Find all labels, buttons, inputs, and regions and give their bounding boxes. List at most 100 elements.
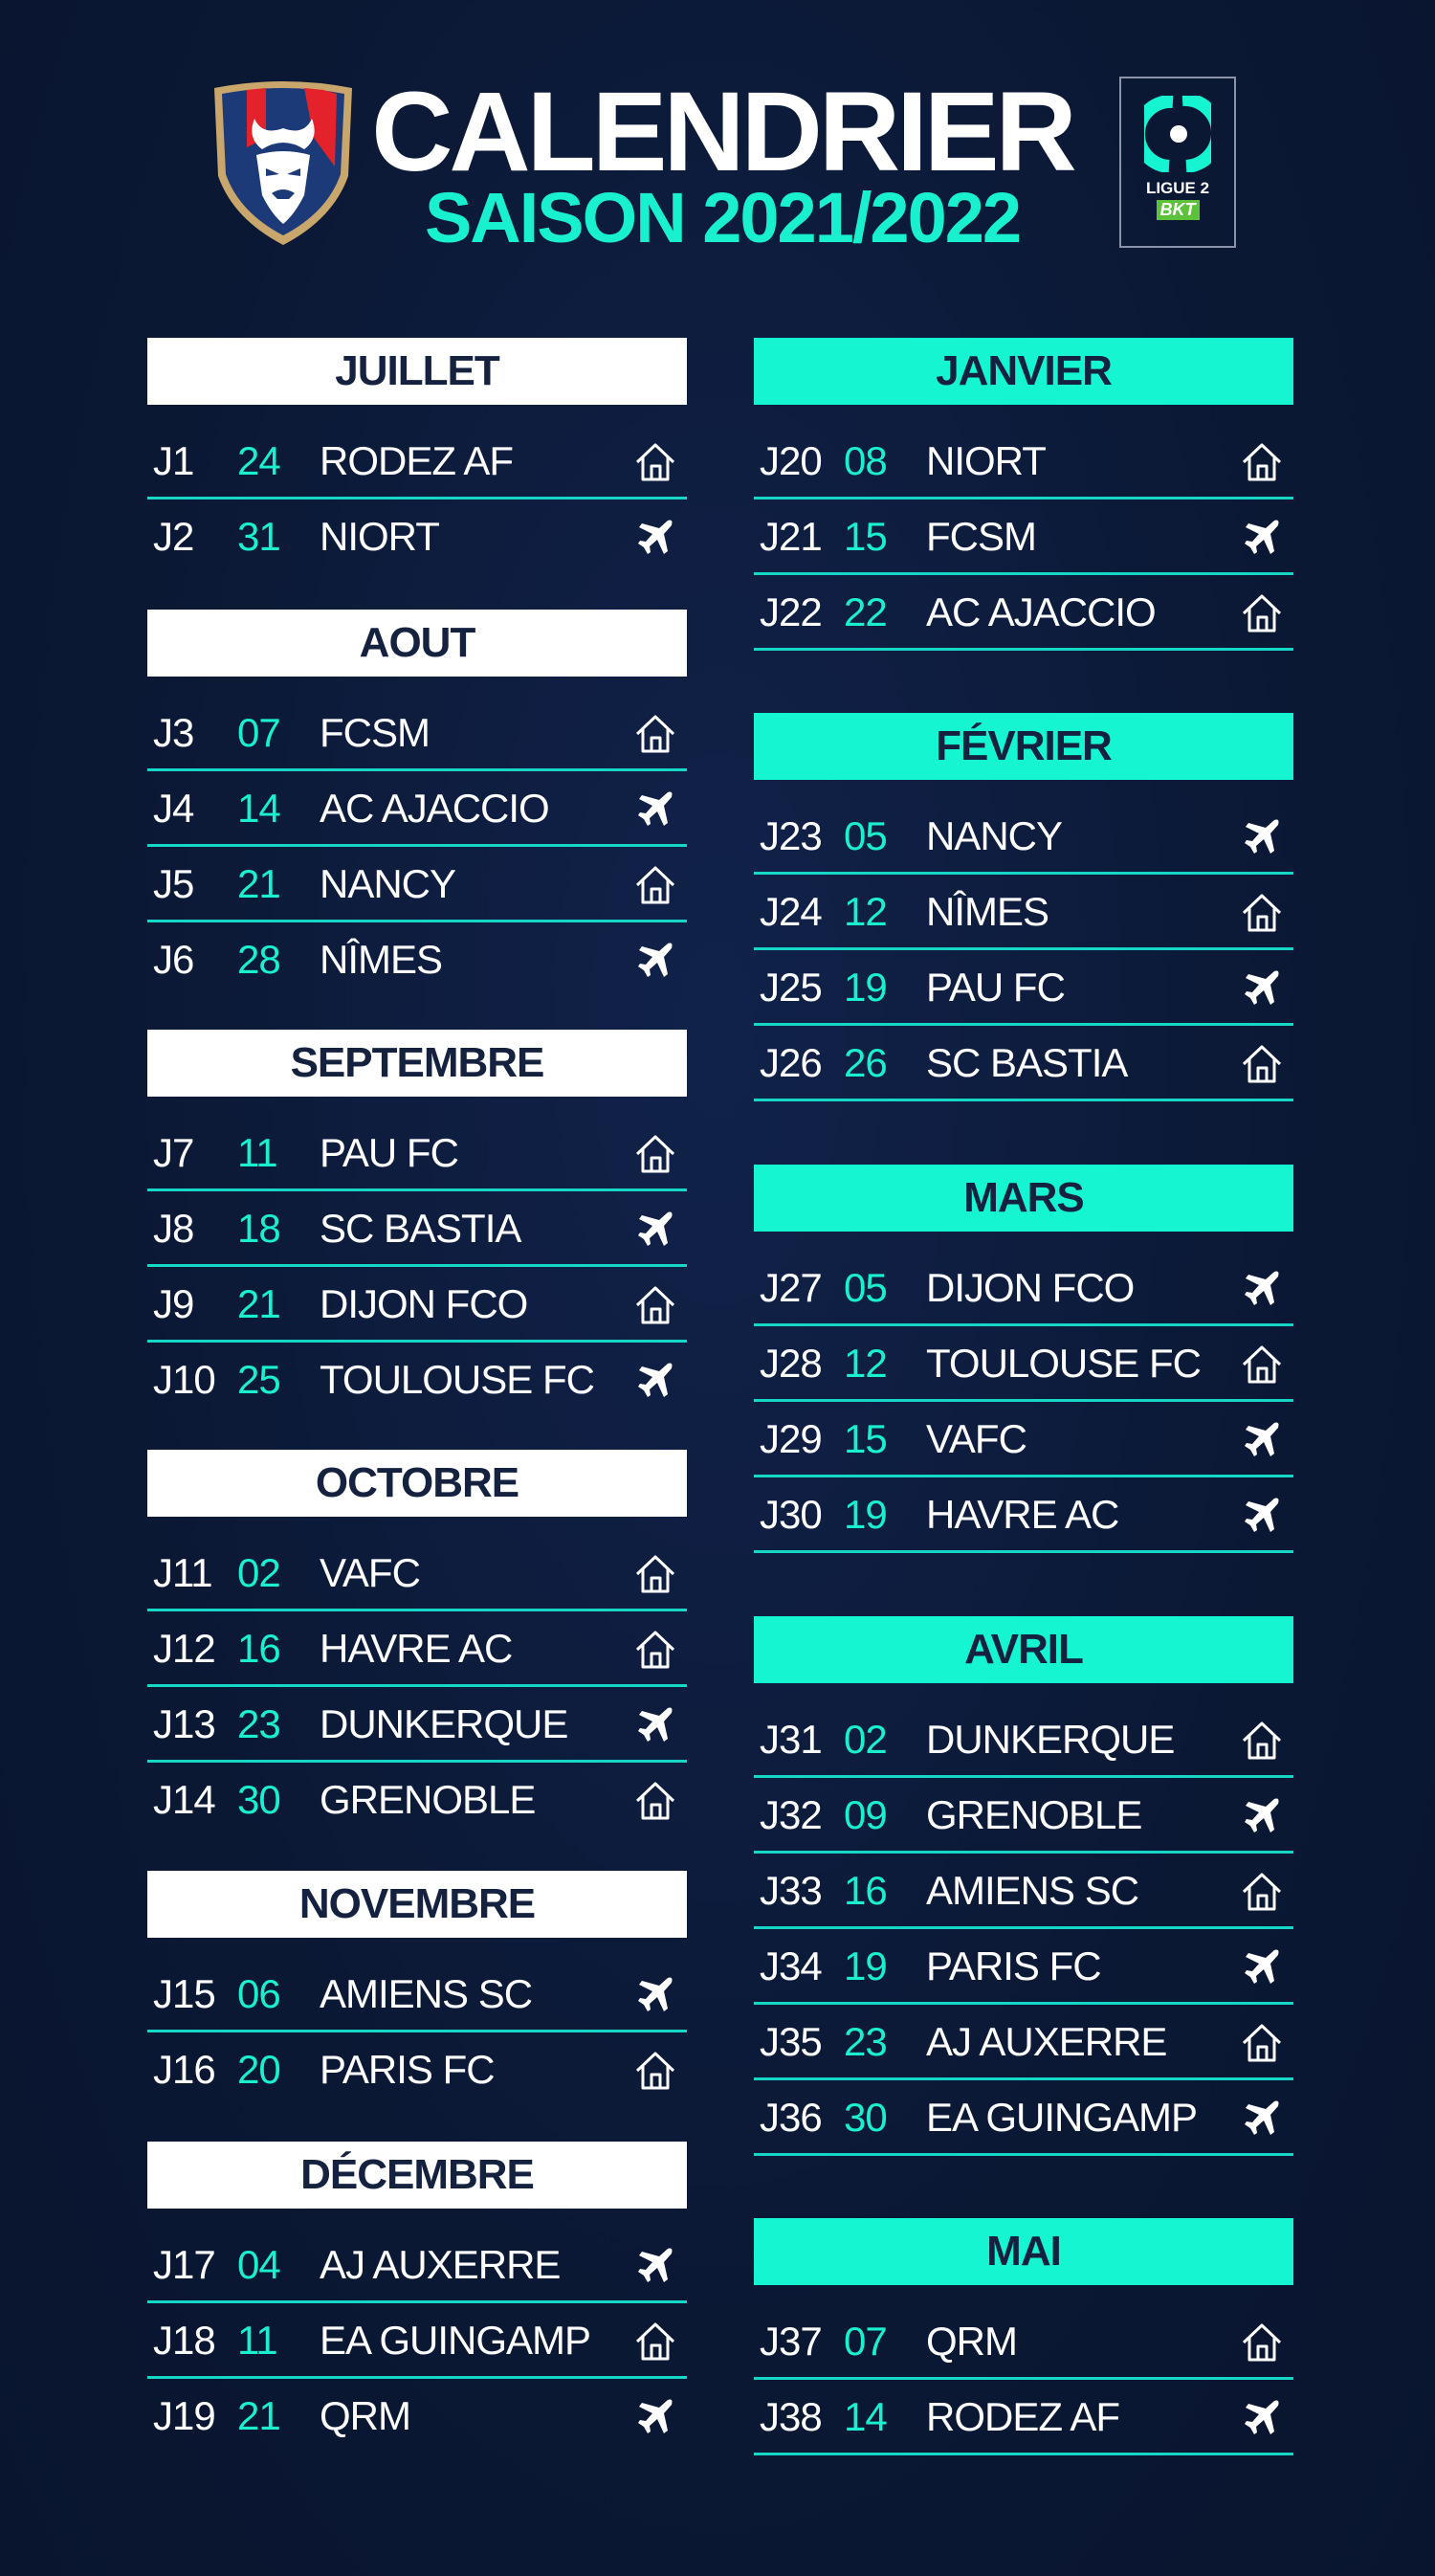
matchday: J6 (153, 937, 194, 982)
month-header: AOUT (147, 610, 687, 677)
opponent-team: AC AJACCIO (320, 786, 550, 831)
match-date: 05 (844, 813, 888, 858)
match-date: 07 (844, 2319, 888, 2364)
match-date: 23 (844, 2019, 888, 2064)
home-icon (1240, 1043, 1284, 1085)
matchday: J28 (760, 1341, 823, 1386)
match-date: 28 (237, 937, 281, 982)
home-icon (1240, 1344, 1284, 1386)
month-group: OCTOBRE J11 02 VAFC J12 16 HAVRE AC J13 23 DUNKER… (147, 1450, 687, 1835)
match-date: 21 (237, 861, 281, 906)
opponent-team: NÎMES (926, 889, 1049, 934)
match-date: 20 (237, 2047, 281, 2092)
matchday: J18 (153, 2318, 216, 2363)
match-row: J32 09 GRENOBLE (754, 1778, 1293, 1854)
season-subtitle: SAISON 2021/2022 (424, 178, 1022, 257)
home-icon (1240, 592, 1284, 634)
match-date: 04 (237, 2242, 281, 2287)
opponent-team: TOULOUSE FC (320, 1357, 595, 1402)
home-icon (633, 864, 677, 906)
matchday: J38 (760, 2394, 823, 2439)
match-row: J31 02 DUNKERQUE (754, 1702, 1293, 1778)
matchday: J14 (153, 1777, 216, 1822)
opponent-team: FCSM (926, 514, 1037, 559)
match-row: J28 12 TOULOUSE FC (754, 1326, 1293, 1402)
month-header: JUILLET (147, 338, 687, 405)
match-date: 09 (844, 1792, 888, 1837)
match-date: 21 (237, 2393, 281, 2438)
airplane-icon (633, 2396, 677, 2438)
match-row: J14 30 GRENOBLE (147, 1763, 687, 1835)
ligue2-logo: LIGUE 2 BKT (1119, 77, 1236, 248)
match-list: J20 08 NIORT J21 15 FCSM J22 22 AC AJACCIO (754, 405, 1293, 651)
opponent-team: HAVRE AC (926, 1492, 1119, 1537)
matchday: J27 (760, 1265, 823, 1310)
opponent-team: RODEZ AF (926, 2394, 1120, 2439)
match-date: 06 (237, 1971, 281, 2016)
month-group: SEPTEMBRE J7 11 PAU FC J8 18 SC BASTIA J9 21 DIJO… (147, 1030, 687, 1415)
airplane-icon (1240, 1268, 1284, 1310)
opponent-team: PARIS FC (926, 1943, 1102, 1988)
match-row: J18 11 EA GUINGAMP (147, 2303, 687, 2379)
home-icon (633, 441, 677, 483)
home-icon (1240, 2022, 1284, 2064)
airplane-icon (1240, 517, 1284, 559)
month-group: NOVEMBRE J15 06 AMIENS SC J16 20 PARIS FC (147, 1871, 687, 2105)
match-date: 07 (237, 710, 281, 755)
match-row: J7 11 PAU FC (147, 1116, 687, 1191)
month-group: AVRIL J31 02 DUNKERQUE J32 09 GRENOBLE J33 16 AMI… (754, 1616, 1293, 2156)
opponent-team: DIJON FCO (320, 1281, 528, 1326)
matchday: J5 (153, 861, 194, 906)
match-row: J5 21 NANCY (147, 847, 687, 922)
airplane-icon (1240, 967, 1284, 1010)
match-row: J25 19 PAU FC (754, 950, 1293, 1026)
match-row: J12 16 HAVRE AC (147, 1611, 687, 1687)
match-row: J4 14 AC AJACCIO (147, 771, 687, 847)
matchday: J1 (153, 438, 194, 483)
month-header: DÉCEMBRE (147, 2142, 687, 2209)
month-header: AVRIL (754, 1616, 1293, 1683)
opponent-team: NIORT (926, 438, 1047, 483)
airplane-icon (1240, 1795, 1284, 1837)
home-icon (1240, 2321, 1284, 2364)
home-icon (633, 1553, 677, 1595)
matchday: J22 (760, 589, 823, 634)
match-row: J23 05 NANCY (754, 799, 1293, 875)
matchday: J30 (760, 1492, 823, 1537)
home-icon (633, 713, 677, 755)
matchday: J13 (153, 1701, 216, 1746)
airplane-icon (633, 1209, 677, 1251)
match-date: 15 (844, 514, 888, 559)
match-row: J17 04 AJ AUXERRE (147, 2228, 687, 2303)
match-row: J10 25 TOULOUSE FC (147, 1343, 687, 1415)
airplane-icon (1240, 816, 1284, 858)
match-date: 30 (844, 2095, 888, 2140)
matchday: J16 (153, 2047, 216, 2092)
opponent-team: DUNKERQUE (320, 1701, 568, 1746)
match-row: J26 26 SC BASTIA (754, 1026, 1293, 1101)
opponent-team: AJ AUXERRE (320, 2242, 561, 2287)
month-group: MARS J27 05 DIJON FCO J28 12 TOULOUSE FC J29 15 V… (754, 1165, 1293, 1553)
match-row: J34 19 PARIS FC (754, 1929, 1293, 2005)
opponent-team: PARIS FC (320, 2047, 496, 2092)
match-row: J35 23 AJ AUXERRE (754, 2005, 1293, 2080)
opponent-team: EA GUINGAMP (320, 2318, 591, 2363)
month-header: MAI (754, 2218, 1293, 2285)
airplane-icon (633, 1974, 677, 2016)
match-date: 12 (844, 889, 888, 934)
matchday: J3 (153, 710, 194, 755)
match-date: 15 (844, 1416, 888, 1461)
match-row: J22 22 AC AJACCIO (754, 575, 1293, 651)
match-date: 18 (237, 1206, 281, 1251)
airplane-icon (633, 788, 677, 831)
month-group: AOUT J3 07 FCSM J4 14 AC AJACCIO J5 21 NANCY J6 28 N… (147, 610, 687, 995)
opponent-team: VAFC (926, 1416, 1027, 1461)
airplane-icon (1240, 1946, 1284, 1988)
opponent-team: DUNKERQUE (926, 1717, 1175, 1762)
match-date: 08 (844, 438, 888, 483)
matchday: J36 (760, 2095, 823, 2140)
matchday: J4 (153, 786, 194, 831)
opponent-team: HAVRE AC (320, 1626, 513, 1671)
match-row: J6 28 NÎMES (147, 922, 687, 995)
home-icon (633, 2321, 677, 2363)
